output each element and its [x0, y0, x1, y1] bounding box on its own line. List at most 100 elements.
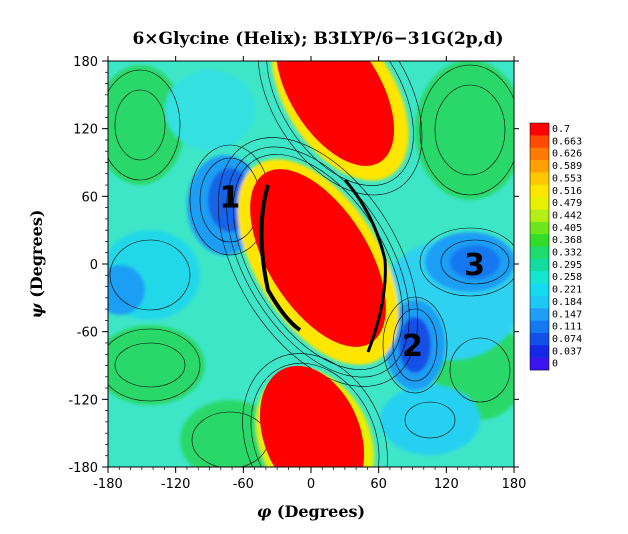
contour-line [434, 84, 506, 176]
colorbar-label: 0.074 [552, 334, 582, 345]
colorbar-label: 0.663 [552, 136, 582, 147]
annotation-min-1: 1 [219, 180, 240, 215]
y-tick-label: 60 [81, 190, 98, 205]
cyan-region-top-left [165, 70, 255, 150]
colorbar-swatch [530, 246, 549, 260]
x-tick-label: -180 [93, 477, 123, 492]
colorbar-label: 0.479 [552, 198, 582, 209]
colorbar-swatch [530, 320, 549, 334]
annotation-min-3: 3 [464, 248, 485, 283]
colorbar-label: 0.7 [552, 124, 570, 135]
contour-line [382, 296, 448, 394]
colorbar-swatch [530, 295, 549, 309]
y-axis-symbol: ψ [27, 302, 46, 318]
chart-title: 6×Glycine (Helix); B3LYP/6−31G(2p,d) [132, 29, 503, 49]
y-tick-label: 0 [90, 258, 98, 273]
green-region-right-top [415, 61, 514, 200]
colorbar-swatch [530, 221, 549, 235]
x-axis: -180 -120 -60 0 60 120 180 [93, 56, 526, 492]
green-region-left-bottom [108, 325, 205, 405]
red-max-top [275, 61, 395, 166]
x-axis-symbol: φ [257, 502, 272, 521]
x-tick-label: 0 [307, 477, 315, 492]
contour-line [114, 89, 166, 161]
y-tick-label: 120 [73, 123, 98, 138]
colorbar-frame [529, 122, 550, 371]
contour-line [419, 64, 514, 196]
cyan-region-right-bottom [380, 385, 480, 455]
contour-line [109, 239, 191, 311]
colorbar-swatch [530, 308, 549, 321]
colorbar-swatch [530, 345, 549, 358]
colorbar-label: 0.295 [552, 260, 582, 271]
contour-lines [108, 61, 514, 467]
colorbar-swatch [530, 123, 549, 136]
blue-region-min-3-inner [450, 245, 500, 279]
colorbar-swatch [530, 160, 549, 173]
contour-line [108, 69, 181, 181]
colorbar-swatch [530, 209, 549, 223]
blue-region-left-edge [108, 265, 145, 315]
colorbar-label: 0.258 [552, 272, 582, 283]
dense-contour-band [259, 184, 302, 332]
colorbar-label: 0.184 [552, 297, 582, 308]
colorbar-swatch [530, 271, 549, 284]
y-tick-label: -60 [77, 326, 98, 341]
colorbar-label: 0.553 [552, 173, 582, 184]
colorbar-label: 0.626 [552, 149, 582, 160]
colorbar-swatch [530, 135, 549, 148]
colorbar-label: 0.111 [552, 322, 582, 333]
contour-line [440, 239, 510, 285]
x-tick-label: -60 [233, 477, 254, 492]
x-tick-label: 180 [502, 477, 527, 492]
colorbar-swatch [530, 332, 549, 346]
colorbar-label: 0.037 [552, 346, 582, 357]
contour-line [257, 61, 423, 196]
contour-line [217, 137, 419, 387]
colorbar-swatch [530, 197, 549, 210]
contour-line [404, 401, 456, 439]
contour-line [250, 362, 380, 467]
colorbar-swatch [530, 147, 549, 161]
max-regions [250, 61, 395, 467]
contour-line [242, 353, 388, 467]
colorbar-swatch [530, 172, 549, 186]
colorbar-swatch [530, 283, 549, 297]
contour-line [226, 146, 410, 378]
y-tick-label: 180 [73, 55, 98, 70]
blue-region-min-2-inner [399, 317, 431, 373]
annotation-min-2: 2 [402, 329, 423, 364]
colorbar-label: 0.516 [552, 186, 582, 197]
colorbar-swatch [530, 357, 549, 371]
colorbar-swatch [530, 258, 549, 272]
colorbar-swatch [530, 184, 549, 198]
colorbar-label: 0.442 [552, 210, 582, 221]
x-axis-text: (Degrees) [271, 502, 365, 521]
dense-contour-band [343, 179, 387, 353]
x-axis-label: φ (Degrees) [257, 502, 365, 521]
colorbar-label: 0.368 [552, 235, 582, 246]
red-max-center [250, 169, 386, 347]
plot-area [108, 61, 514, 467]
minima-annotations: 1 2 3 [219, 180, 485, 364]
y-axis-label: ψ (Degrees) [27, 210, 46, 319]
colorbar-label: 0.221 [552, 285, 582, 296]
y-axis: 180 120 60 0 -60 -120 -180 [68, 55, 519, 476]
y-tick-label: -180 [68, 461, 98, 476]
colorbar-label: 0 [552, 359, 558, 370]
y-tick-label: -120 [68, 393, 98, 408]
colorbar-label: 0.332 [552, 248, 582, 259]
x-tick-label: 120 [434, 477, 459, 492]
x-tick-label: -120 [161, 477, 191, 492]
red-max-bottom [259, 365, 365, 467]
colorbar-label: 0.147 [552, 309, 582, 320]
contour-line [392, 308, 438, 382]
colorbar-swatch [530, 234, 549, 247]
x-tick-label: 60 [370, 477, 387, 492]
colorbar-label: 0.589 [552, 161, 582, 172]
contour-line [449, 337, 511, 403]
contour-line [108, 328, 201, 402]
colorbar-label: 0.405 [552, 223, 582, 234]
